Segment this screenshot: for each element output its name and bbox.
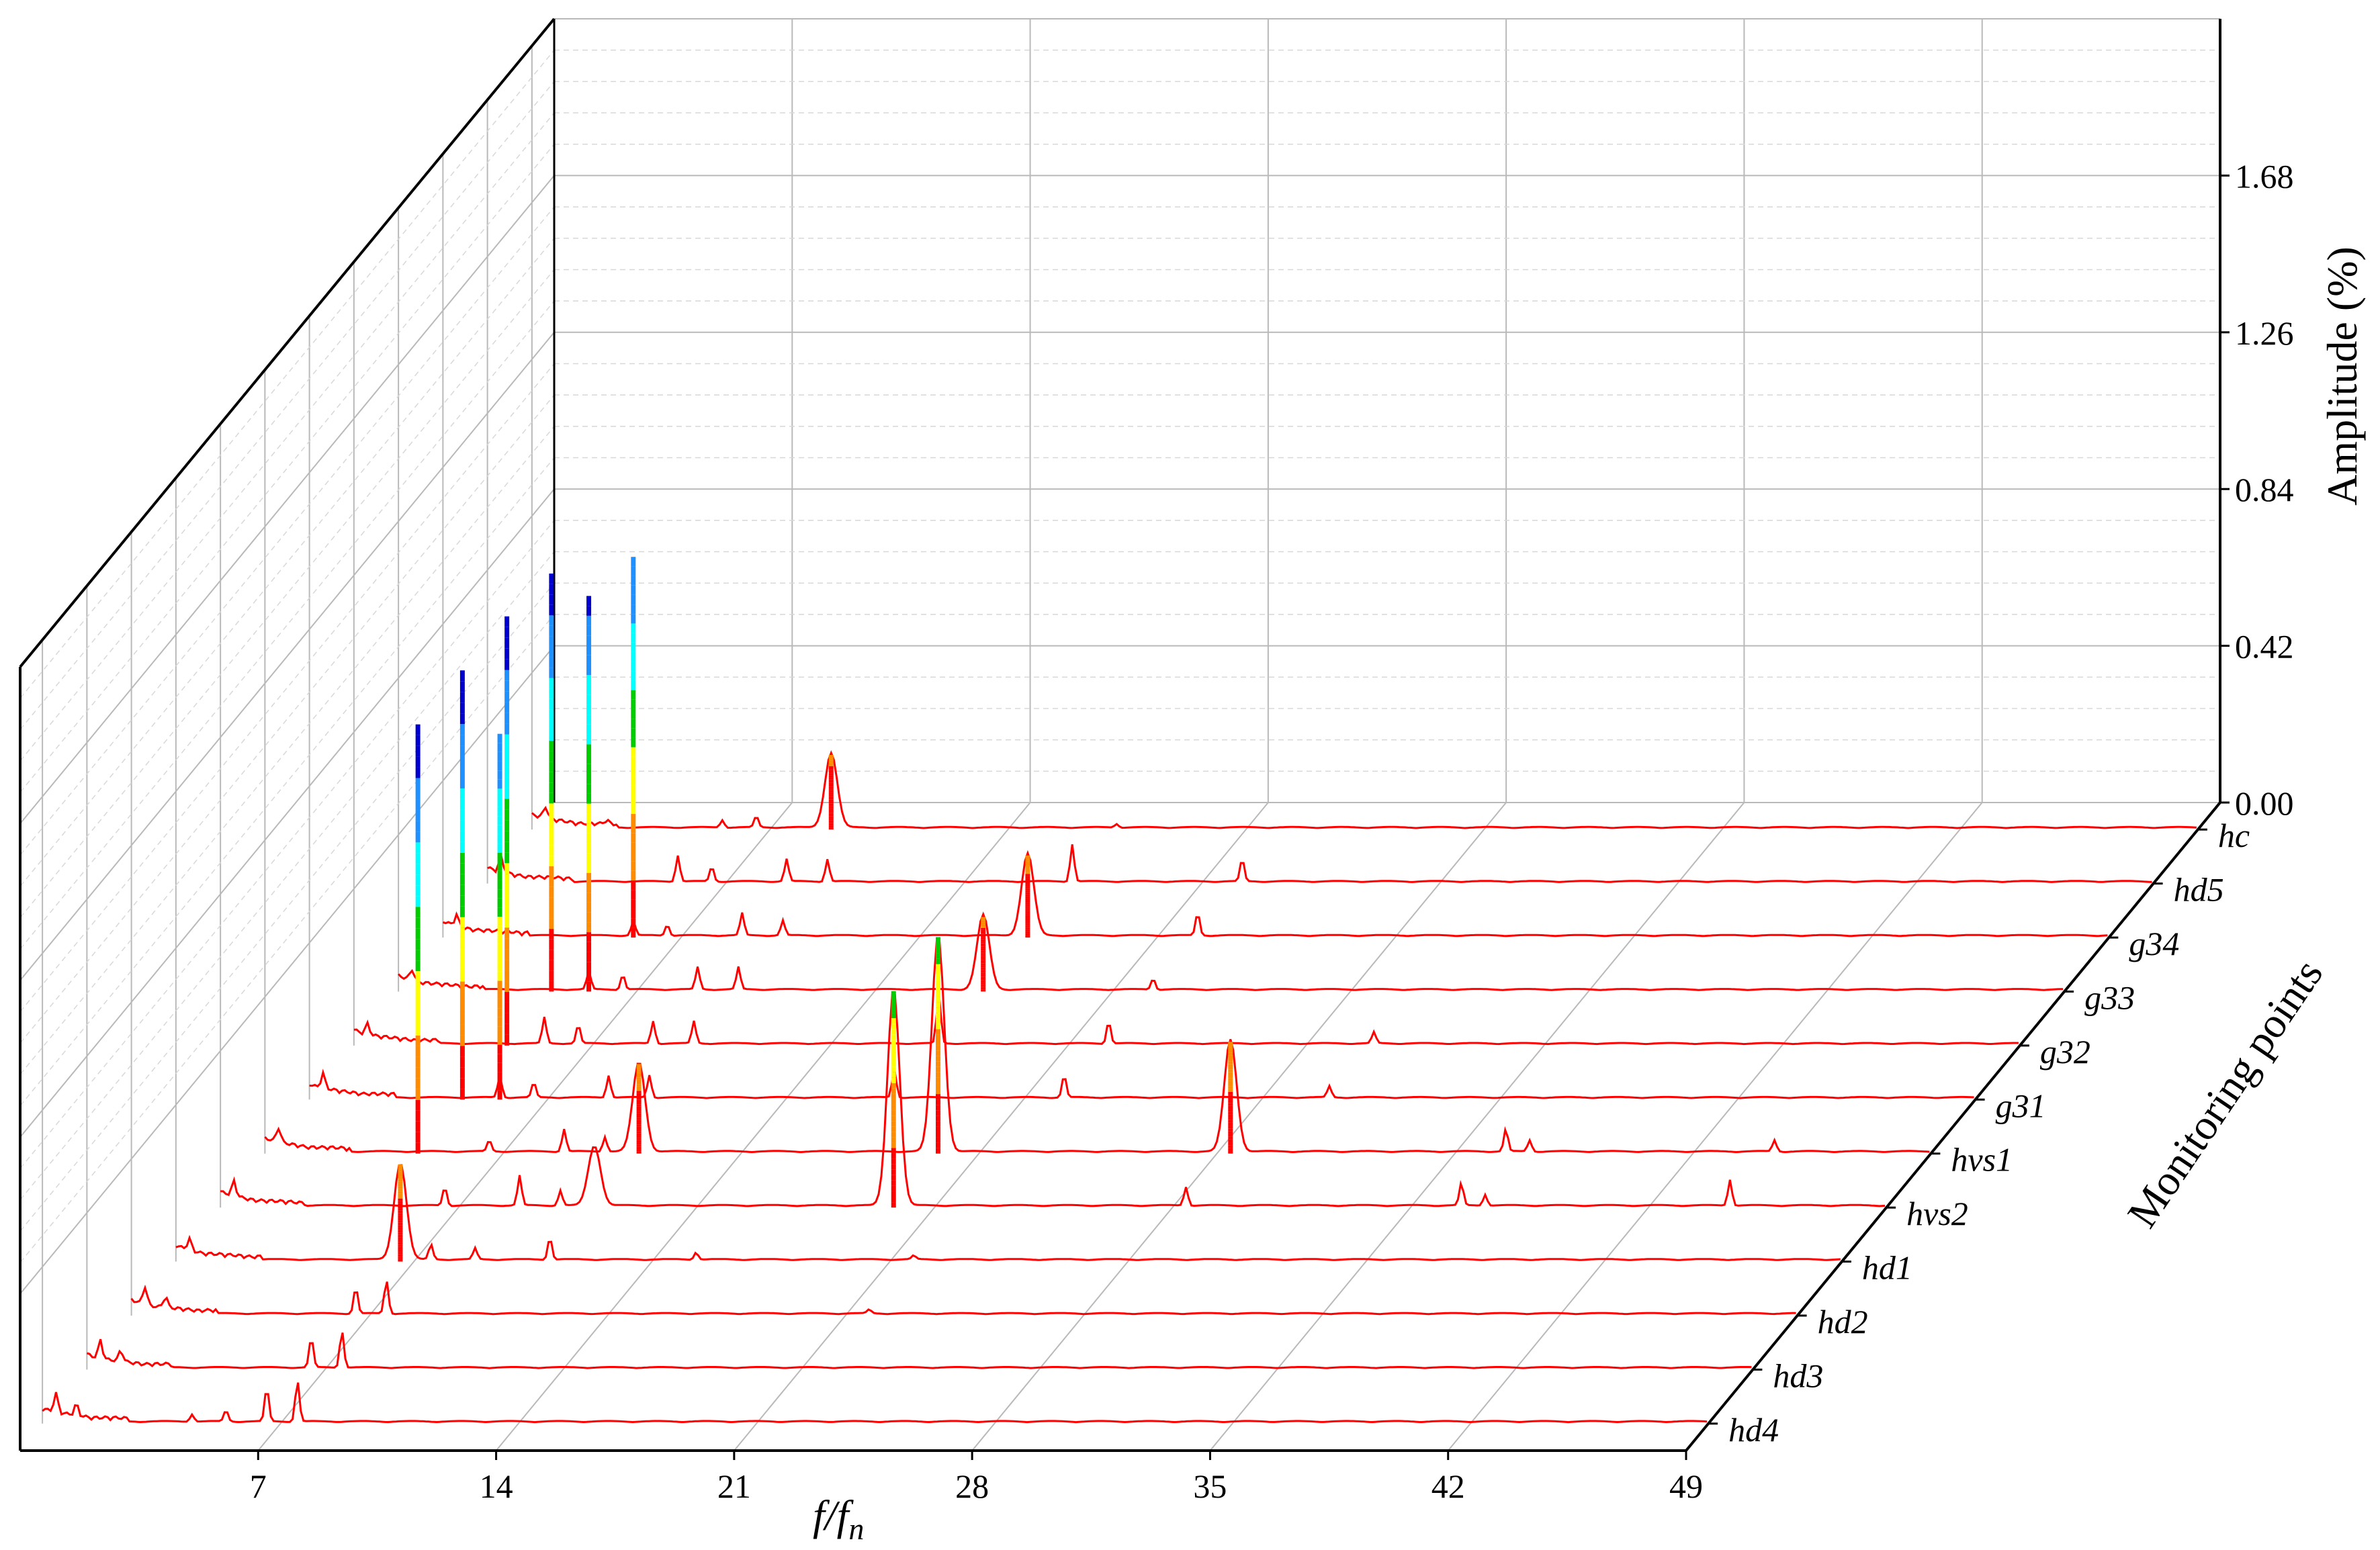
spectrum-line [42, 1382, 1708, 1424]
series-g31 [309, 670, 1974, 1100]
side-wall-major-line [19, 175, 555, 825]
series-hvs1 [264, 724, 1930, 1154]
row-label: hd5 [2174, 871, 2224, 909]
z-tick-label: 0.00 [2235, 784, 2294, 822]
side-wall-minor-line [19, 426, 555, 1075]
floor-grid-x-line [734, 802, 1269, 1451]
side-wall-minor-line [19, 81, 555, 730]
side-wall-major-line [19, 645, 555, 1295]
series [42, 557, 2197, 1424]
side-wall-minor-line [19, 457, 555, 1106]
x-tick-label: 28 [955, 1467, 989, 1505]
row-label: hvs1 [1951, 1141, 2013, 1179]
side-wall-minor-line [19, 520, 555, 1169]
row-label: hd1 [1862, 1249, 1912, 1287]
row-label: hvs2 [1906, 1195, 1968, 1232]
x-axis-title-main: f/f [813, 1492, 854, 1539]
spectrum-line [398, 911, 2064, 991]
spectrum-line [487, 844, 2152, 883]
side-wall-minor-line [19, 144, 555, 793]
series-g33 [398, 574, 2064, 992]
x-tick-label: 49 [1669, 1467, 1703, 1505]
series-hd3 [86, 1332, 1752, 1369]
z-tick-label: 1.68 [2235, 157, 2294, 195]
series-hc [531, 750, 2197, 830]
x-tick-label: 14 [480, 1467, 513, 1505]
floor-grid-x-line [495, 802, 1031, 1451]
spectrum-line [442, 850, 2108, 938]
spectrum-line [264, 939, 1930, 1154]
series-hd2 [130, 1281, 1796, 1316]
series-hd5 [487, 844, 2152, 883]
series-hvs2 [220, 991, 1886, 1208]
labels: Amplitude (%) Monitoring points f/fn 7 14… [250, 157, 2366, 1546]
row-label: hd3 [1773, 1357, 1823, 1394]
spectrum-line [175, 1164, 1841, 1261]
side-wall-minor-line [19, 269, 555, 918]
x-tick-label: 42 [1431, 1467, 1465, 1505]
row-label: g34 [2129, 925, 2179, 962]
side-wall-minor-line [19, 394, 555, 1044]
spectrum-line [86, 1332, 1752, 1369]
side-wall-major-line [19, 332, 555, 981]
grid [19, 18, 2221, 1451]
side-wall-minor-line [19, 206, 555, 856]
x-tick-label: 7 [250, 1467, 267, 1505]
y-axis-line [1685, 801, 2221, 1452]
floor-grid-x-line [971, 802, 1507, 1451]
x-axis-title-subscript: n [848, 1512, 864, 1546]
series-g32 [353, 616, 2019, 1046]
floor-grid-x-line [1209, 802, 1745, 1451]
z-axis-title: Amplitude (%) [2318, 246, 2366, 506]
floor-grid-x-line [257, 802, 793, 1451]
row-label: g31 [1996, 1087, 2046, 1124]
row-label: hd4 [1728, 1411, 1779, 1449]
z-tick-label: 0.42 [2235, 628, 2294, 666]
y-axis-title: Monitoring points [2118, 951, 2332, 1236]
floor-grid-x-line [1447, 802, 1983, 1451]
z-tick-label: 0.84 [2235, 471, 2294, 508]
spectrum-line [531, 750, 2197, 829]
row-label: g32 [2040, 1033, 2090, 1070]
side-wall-major-line [19, 488, 555, 1138]
spectrum-line [130, 1281, 1796, 1316]
series-hd1 [175, 1164, 1841, 1262]
side-wall-minor-line [19, 551, 555, 1201]
row-label: hc [2218, 817, 2250, 854]
side-wall-minor-line [19, 300, 555, 950]
side-wall-minor-line [19, 614, 555, 1263]
axes [19, 17, 2230, 1460]
spectrum-line [309, 1067, 1974, 1099]
x-tick-label: 21 [717, 1467, 751, 1505]
z-tick-label: 1.26 [2235, 314, 2294, 352]
side-wall-minor-line [19, 363, 555, 1012]
side-wall-minor-line [19, 50, 555, 699]
side-wall-minor-line [19, 582, 555, 1232]
spectrum-line [220, 993, 1886, 1207]
top-left-edge-line [19, 17, 556, 668]
x-axis-title: f/fn [813, 1492, 864, 1546]
series-g34 [442, 557, 2108, 938]
side-wall-minor-line [19, 238, 555, 887]
x-tick-label: 35 [1193, 1467, 1227, 1505]
row-label: g33 [2084, 978, 2135, 1016]
row-label: hd2 [1818, 1303, 1868, 1340]
spectrum-line [353, 991, 2019, 1046]
series-hd4 [42, 1382, 1708, 1424]
side-wall-minor-line [19, 112, 555, 762]
